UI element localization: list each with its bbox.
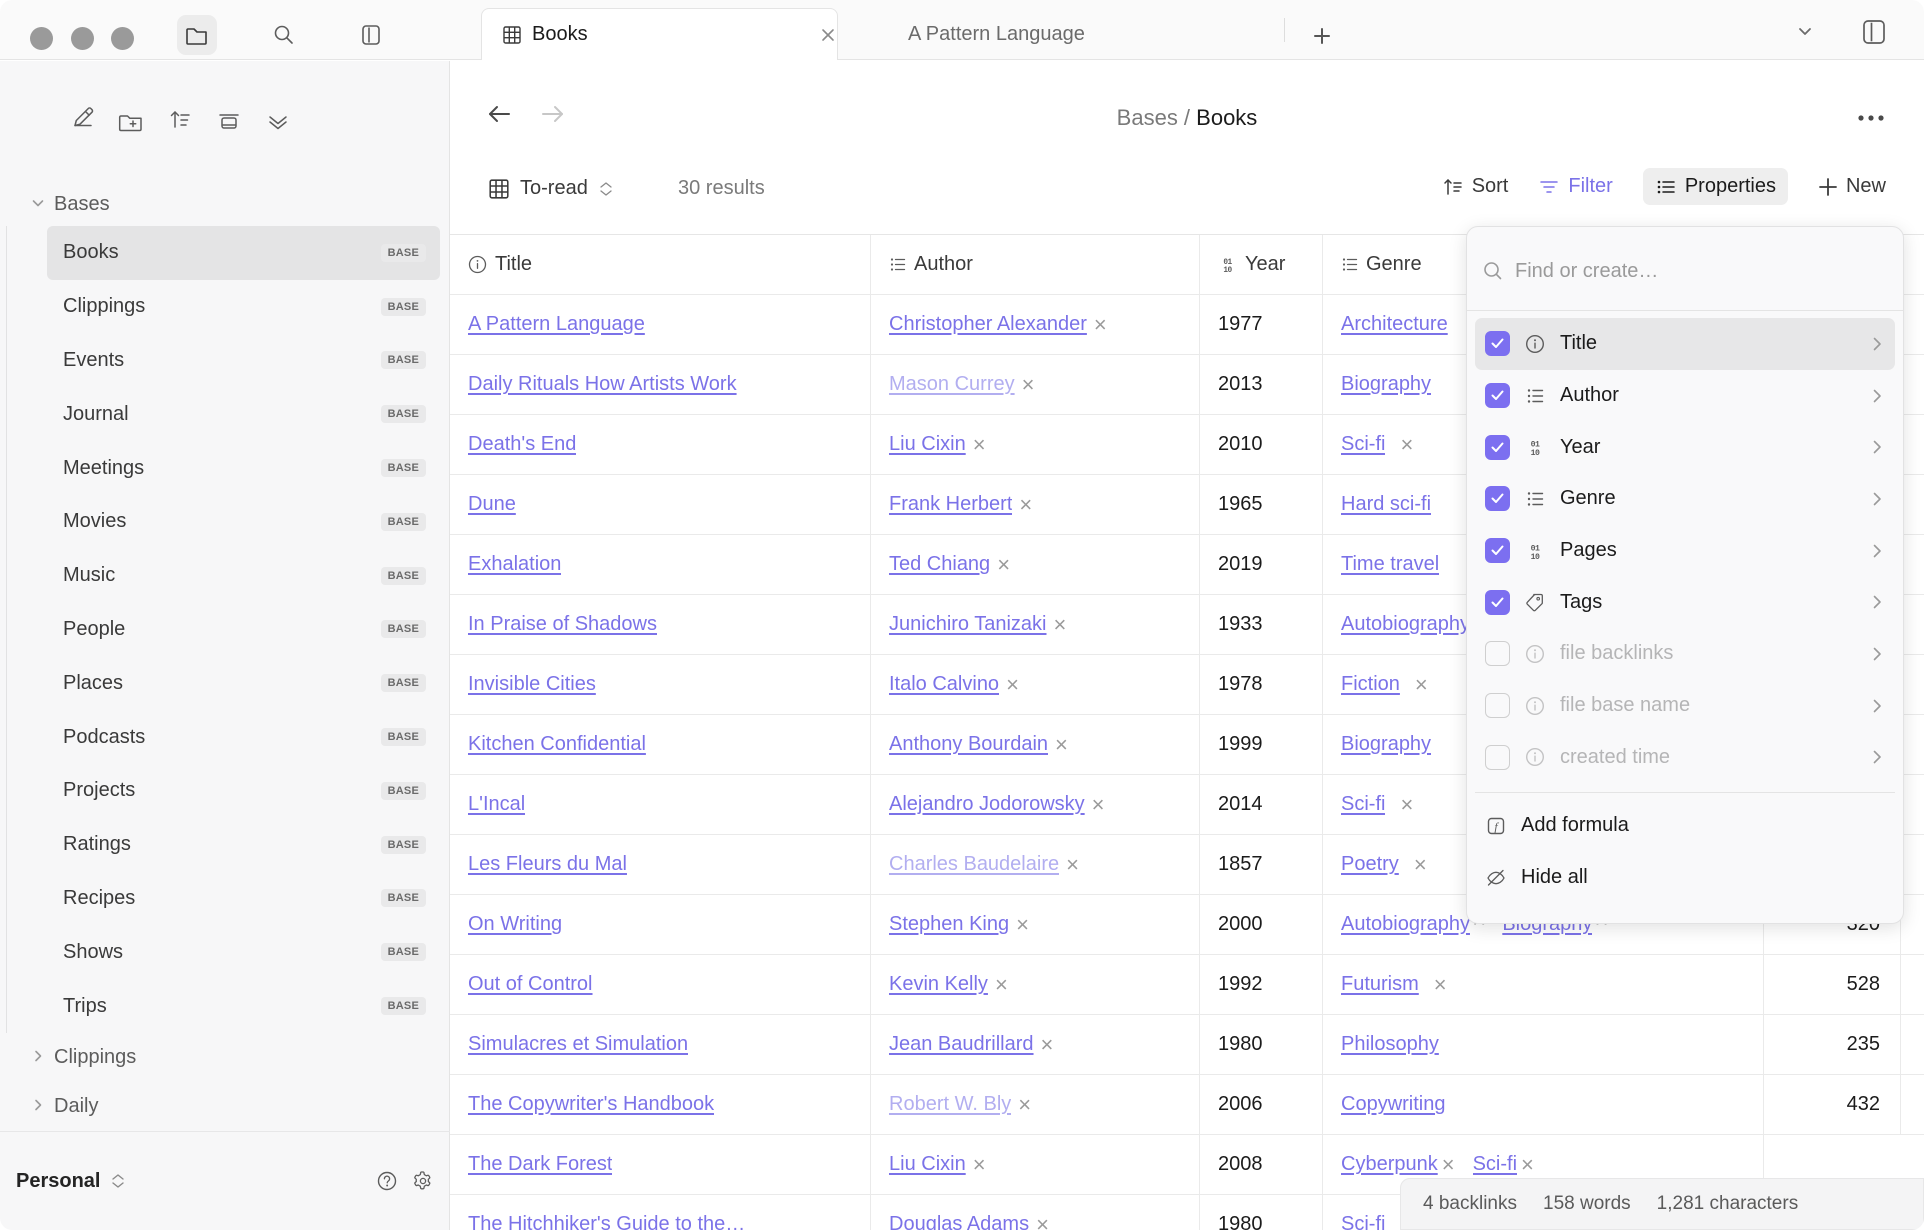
svg-text:10: 10 bbox=[1223, 267, 1232, 274]
svg-text:f: f bbox=[1494, 819, 1499, 833]
svg-text:10: 10 bbox=[1531, 449, 1540, 457]
svg-text:10: 10 bbox=[1531, 553, 1540, 561]
svg-text:01: 01 bbox=[1223, 259, 1232, 267]
